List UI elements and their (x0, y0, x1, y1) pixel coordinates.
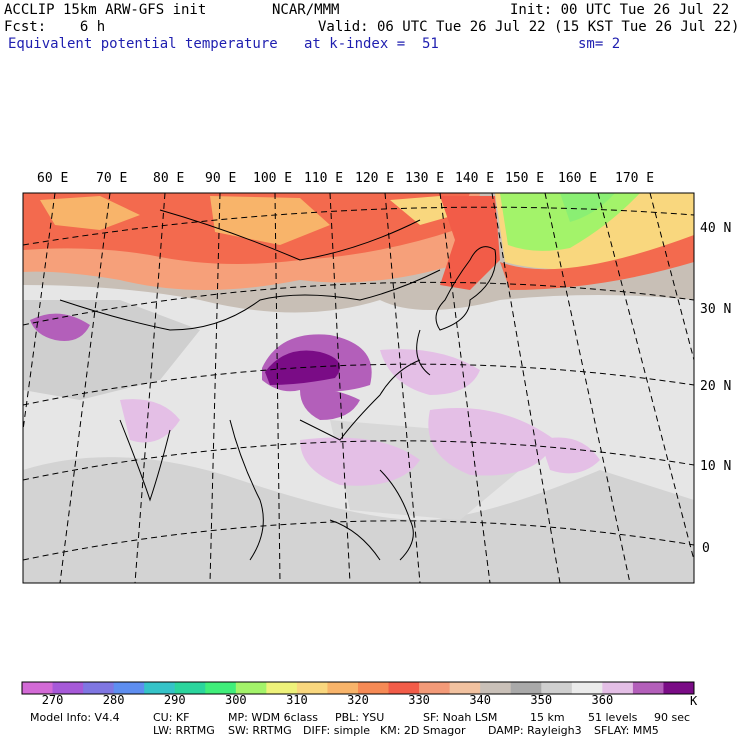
colorbar-swatch (571, 682, 603, 694)
org-label: NCAR/MMM (272, 2, 340, 18)
colorbar-frame (21, 681, 695, 695)
colorbar-tick-label: 280 (102, 693, 125, 707)
lon-label: 70 E (96, 171, 128, 186)
colorbar-tick-label: 330 (408, 693, 430, 707)
colorbar-swatch (296, 682, 328, 694)
lon-label: 80 E (153, 171, 185, 186)
colorbar-tick-label: 270 (41, 693, 64, 707)
colorbar-labels: 270 280 290 300 310 320 330 340 350 360 (0, 694, 740, 708)
colorbar-swatch (327, 682, 359, 694)
colorbar-tick-label: 340 (469, 693, 492, 707)
colorbar-tick-label: 290 (163, 693, 186, 707)
footer-timestep: 90 sec (654, 711, 691, 724)
colorbar-swatch (266, 682, 298, 694)
colorbar-swatch (22, 682, 54, 694)
footer-cu: CU: KF (153, 711, 190, 724)
colorbar-swatch (83, 682, 115, 694)
footer-sw: SW: RRTMG (228, 724, 292, 737)
lon-label: 160 E (558, 171, 598, 186)
lon-label: 90 E (205, 171, 237, 186)
valid-time: Valid: 06 UTC Tue 26 Jul 22 (15 KST Tue … (318, 19, 740, 35)
colorbar-swatch (541, 682, 573, 694)
map-frame (22, 192, 695, 584)
colorbar (21, 681, 695, 695)
footer-levels: 51 levels (588, 711, 638, 724)
colorbar-swatch (174, 682, 206, 694)
colorbar-tick-label: 360 (591, 693, 614, 707)
lat-label: 20 N (700, 379, 732, 394)
footer-km: KM: 2D Smagor (380, 724, 466, 737)
lon-label: 140 E (455, 171, 495, 186)
lat-label: 0 (702, 541, 710, 556)
colorbar-swatch (663, 682, 695, 694)
field-name: Equivalent potential temperature (8, 36, 278, 52)
colorbar-tick-label: 320 (347, 693, 369, 707)
footer-damp: DAMP: Rayleigh3 (488, 724, 582, 737)
colorbar-tick-label: 300 (224, 693, 247, 707)
lat-label: 10 N (700, 459, 732, 474)
lon-label: 110 E (304, 171, 344, 186)
level-label: at k-index = 51 (304, 36, 439, 52)
lon-label: 170 E (615, 171, 655, 186)
footer-mp: MP: WDM 6class (228, 711, 318, 724)
field-shading (23, 193, 694, 583)
forecast-hour: Fcst: 6 h (4, 19, 106, 35)
lon-label: 130 E (405, 171, 445, 186)
colorbar-tick-label: 310 (286, 693, 308, 707)
colorbar-unit: K (690, 694, 698, 708)
footer-sf: SF: Noah LSM (423, 711, 498, 724)
colorbar-swatch (449, 682, 481, 694)
colorbar-swatch (358, 682, 390, 694)
lon-label: 120 E (355, 171, 395, 186)
smoothing-label: sm= 2 (578, 36, 621, 52)
colorbar-swatch (113, 682, 145, 694)
colorbar-swatch (510, 682, 542, 694)
init-time: Init: 00 UTC Tue 26 Jul 22 (510, 2, 730, 18)
colorbar-swatch (52, 682, 84, 694)
lon-label: 100 E (253, 171, 293, 186)
lon-label: 150 E (505, 171, 545, 186)
footer-res: 15 km (530, 711, 565, 724)
colorbar-swatch (144, 682, 176, 694)
footer-diff: DIFF: simple (303, 724, 371, 737)
footer-sflay: SFLAY: MM5 (594, 724, 659, 737)
colorbar-swatch (480, 682, 512, 694)
model-title: ACCLIP 15km ARW-GFS init (4, 2, 207, 18)
lon-label: 60 E (37, 171, 69, 186)
footer-lw: LW: RRTMG (153, 724, 215, 737)
lat-label: 40 N (700, 221, 732, 236)
colorbar-swatch (388, 682, 420, 694)
colorbar-swatch (602, 682, 634, 694)
colorbar-swatch (419, 682, 451, 694)
colorbar-swatch (235, 682, 267, 694)
lat-label: 30 N (700, 302, 732, 317)
footer-pbl: PBL: YSU (335, 711, 385, 724)
colorbar-swatch (632, 682, 664, 694)
colorbar-swatch (205, 682, 237, 694)
footer-model: Model Info: V4.4 (30, 711, 120, 724)
colorbar-tick-label: 350 (530, 693, 553, 707)
